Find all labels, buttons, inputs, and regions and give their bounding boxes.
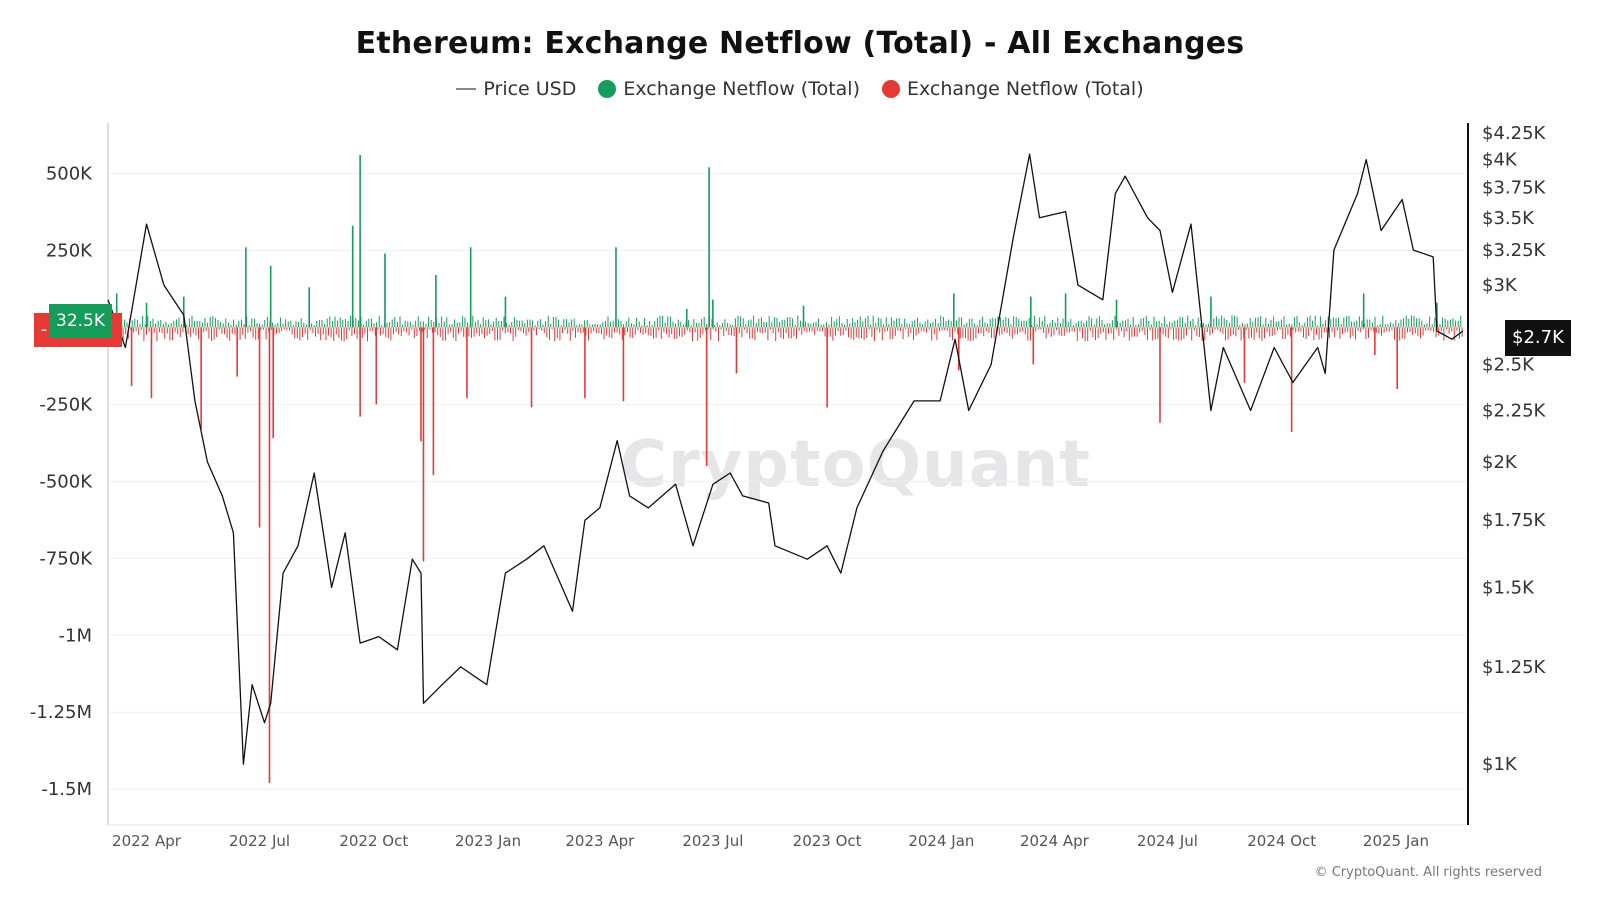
left-axis-tick-label: -1.5M [41,779,92,800]
x-axis-tick-label: 2023 Jul [682,832,743,850]
x-axis-tick-label: 2023 Apr [565,832,635,850]
x-axis-tick-label: 2022 Oct [339,832,408,850]
green-dot-icon [598,80,617,98]
right-axis-tick-label: $4K [1482,150,1518,171]
legend-item-netflow-negative[interactable]: Exchange Netflow (Total) [882,78,1144,100]
right-axis-tick-label: $4.25K [1482,123,1547,144]
legend-label-netflow-positive: Exchange Netflow (Total) [623,78,860,100]
netflow-positive-value-tag: 32.5K [49,304,112,338]
x-axis-tick-label: 2024 Oct [1247,832,1316,850]
x-axis-tick-label: 2024 Apr [1020,832,1090,850]
x-axis-tick-label: 2023 Jan [455,832,521,850]
price-value-tag: $2.7K [1505,320,1571,356]
x-axis-tick-label: 2024 Jan [908,832,974,850]
left-axis-tick-label: -500K [39,471,93,492]
x-axis-tick-label: 2022 Jul [229,832,290,850]
x-axis-tick-label: 2022 Apr [112,832,182,850]
right-axis-tick-label: $1.75K [1482,510,1547,531]
legend-item-price[interactable]: Price USD [456,78,576,100]
legend-label-price: Price USD [483,78,577,100]
right-axis-tick-label: $3K [1482,275,1518,296]
right-axis-tick-label: $2.5K [1482,355,1535,376]
right-axis-tick-label: $3.25K [1482,240,1547,261]
right-axis-tick-label: $2.25K [1482,401,1547,422]
x-axis-tick-label: 2025 Jan [1363,832,1429,850]
left-axis-tick-label: 250K [46,240,93,261]
x-axis-tick-label: 2023 Oct [793,832,862,850]
right-axis-tick-label: $3.75K [1482,178,1547,199]
left-axis-tick-label: -250K [39,394,93,415]
left-axis-tick-label: 500K [46,163,93,184]
chart-title: Ethereum: Exchange Netflow (Total) - All… [355,26,1245,61]
right-axis-tick-label: $1.5K [1482,577,1535,598]
right-axis-tick-label: $1.25K [1482,657,1547,678]
price-line [107,153,1464,765]
left-axis-tick-label: -750K [39,548,93,569]
price-line-icon [456,88,477,90]
right-axis-tick-label: $3.5K [1482,208,1535,229]
chart-legend: Price USD Exchange Netflow (Total) Excha… [0,78,1600,100]
red-dot-icon [882,80,900,98]
watermark: CryptoQuant [620,428,1091,502]
x-axis-tick-label: 2024 Jul [1137,832,1198,850]
legend-item-netflow-positive[interactable]: Exchange Netflow (Total) [598,78,860,100]
left-axis-tick-label: -1M [59,625,92,646]
copyright-notice: © CryptoQuant. All rights reserved [1314,865,1542,880]
legend-label-netflow-negative: Exchange Netflow (Total) [907,78,1144,100]
right-axis-tick-label: $2K [1482,452,1518,473]
left-axis-tick-label: -1.25M [30,702,92,723]
right-axis-tick-label: $1K [1482,754,1518,775]
